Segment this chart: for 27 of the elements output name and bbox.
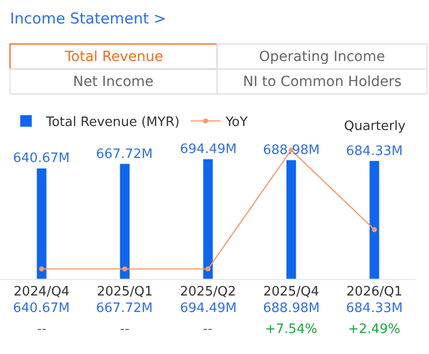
text: Net Income: [73, 74, 154, 90]
data-label: 694.49M: [180, 301, 237, 316]
x-tick-label: 2025/Q4: [263, 284, 320, 300]
text: 640.67M: [13, 151, 70, 166]
x-tick-label: 2025/Q1: [96, 284, 153, 300]
data-label: --: [37, 322, 47, 337]
text: 667.72M: [96, 147, 153, 162]
data-label: 667.72M: [96, 301, 153, 316]
data-label: +7.54%: [265, 322, 318, 337]
data-label: 688.98M: [263, 301, 320, 316]
text: NI to Common Holders: [243, 74, 402, 90]
data-label: 640.67M: [13, 301, 70, 316]
x-tick-label: 2026/Q1: [346, 284, 402, 300]
text: Quarterly: [344, 119, 406, 134]
text: 684.33M: [346, 144, 403, 159]
legend-label: YoY: [224, 115, 248, 130]
x-tick-label: 2024/Q4: [14, 284, 70, 300]
text: 694.49M: [180, 142, 237, 157]
data-label: --: [120, 322, 130, 337]
legend-label: Total Revenue (MYR): [45, 115, 180, 130]
data-label: --: [203, 322, 213, 337]
x-tick-label: 2025/Q2: [180, 284, 236, 300]
data-label: 684.33M: [346, 301, 403, 316]
chart-title: Income Statement >: [10, 9, 166, 28]
text: Total Revenue: [64, 49, 164, 65]
text: Operating Income: [259, 49, 385, 65]
data-label: +2.49%: [348, 322, 400, 337]
